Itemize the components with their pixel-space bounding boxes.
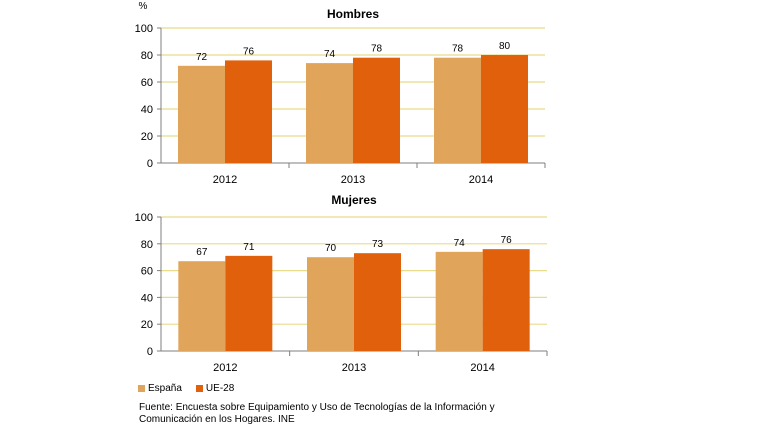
hombres-bar-espana <box>178 65 225 163</box>
mujeres-x-tick-label: 2014 <box>470 362 494 374</box>
legend-swatch-ue28 <box>195 385 203 392</box>
legend-swatch-espana <box>138 385 145 392</box>
hombres-y-axis-label: % <box>139 1 148 12</box>
mujeres-y-tick-label: 80 <box>141 239 153 251</box>
mujeres-y-tick-label: 20 <box>141 319 153 331</box>
mujeres-data-label-ue28: 71 <box>243 242 255 253</box>
hombres-y-tick-label: 0 <box>147 158 153 170</box>
hombres-bar-ue28 <box>353 57 400 164</box>
mujeres-y-tick-label: 40 <box>141 292 153 304</box>
mujeres-x-tick-label: 2012 <box>213 362 237 374</box>
hombres-bar-ue28 <box>225 60 272 163</box>
hombres-y-tick-label: 20 <box>141 131 153 143</box>
legend-item-ue28: UE-28 <box>195 383 235 394</box>
hombres-data-label-espana: 78 <box>452 44 464 55</box>
hombres-y-tick-label: 80 <box>141 50 153 62</box>
legend: España UE-28 <box>138 383 234 394</box>
mujeres-bar-ue28 <box>225 255 273 351</box>
mujeres-title: Mujeres <box>331 193 377 207</box>
hombres-y-tick-label: 100 <box>135 23 153 35</box>
hombres-data-label-espana: 74 <box>324 49 336 60</box>
hombres-data-label-ue28: 80 <box>499 41 511 52</box>
mujeres-bar-espana <box>435 251 483 351</box>
mujeres-data-label-espana: 67 <box>196 247 208 258</box>
mujeres-bar-ue28 <box>482 249 530 351</box>
hombres-data-label-ue28: 78 <box>371 44 383 55</box>
hombres-x-tick-label: 2014 <box>469 174 493 186</box>
hombres-y-tick-label: 60 <box>141 77 153 89</box>
mujeres-y-tick-label: 0 <box>147 346 153 358</box>
mujeres-bar-espana <box>307 257 354 351</box>
mujeres-bar-ue28 <box>354 253 401 351</box>
hombres-x-tick-label: 2012 <box>213 174 237 186</box>
hombres-title: Hombres <box>327 7 379 21</box>
hombres-data-label-ue28: 76 <box>243 46 255 57</box>
mujeres-data-label-espana: 70 <box>325 243 337 254</box>
hombres-bar-espana <box>434 57 481 164</box>
hombres-bar-ue28 <box>481 55 528 163</box>
mujeres-data-label-ue28: 76 <box>501 235 513 246</box>
hombres-data-label-espana: 72 <box>196 52 208 63</box>
mujeres-x-tick-label: 2013 <box>342 362 366 374</box>
hombres-x-tick-label: 2013 <box>341 174 365 186</box>
mujeres-bar-espana <box>178 261 226 351</box>
legend-label-espana: España <box>148 383 182 394</box>
legend-label-ue28: UE-28 <box>205 383 235 394</box>
mujeres-data-label-ue28: 73 <box>372 239 384 250</box>
hombres-bar-espana <box>306 63 353 163</box>
mujeres-data-label-espana: 74 <box>454 238 466 249</box>
mujeres-y-tick-label: 100 <box>135 212 153 224</box>
mujeres-y-tick-label: 60 <box>141 266 153 278</box>
legend-item-espana: España <box>138 383 182 394</box>
hombres-y-tick-label: 40 <box>141 104 153 116</box>
source-note: Fuente: Encuesta sobre Equipamiento y Us… <box>139 402 495 425</box>
